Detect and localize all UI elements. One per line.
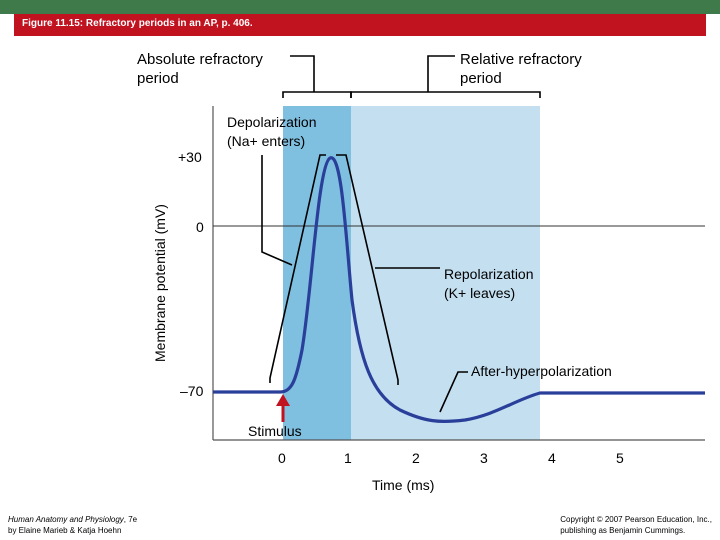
stimulus-arrow-head — [276, 394, 290, 406]
y-tick-zero: 0 — [196, 219, 204, 235]
y-tick-minus70: –70 — [180, 383, 204, 399]
y-tick-plus30: +30 — [178, 149, 202, 165]
y-axis-label: Membrane potential (mV) — [152, 204, 168, 362]
after-hyperpolarization-label: After-hyperpolarization — [471, 363, 612, 379]
absolute-period-bracket — [290, 55, 315, 62]
footer-left-line1: Human Anatomy and Physiology, 7e — [8, 514, 137, 525]
x-tick-5: 5 — [616, 450, 624, 466]
absolute-period-bracket-tick — [282, 91, 352, 98]
x-tick-3: 3 — [480, 450, 488, 466]
absolute-label-line1: Absolute refractory — [137, 51, 263, 68]
stimulus-label: Stimulus — [248, 423, 302, 439]
depolarization-line2: (Na+ enters) — [227, 133, 306, 149]
repolarization-line2: (K+ leaves) — [444, 285, 516, 301]
relative-period-bracket — [350, 91, 541, 98]
book-title: Human Anatomy and Physiology — [8, 515, 124, 524]
absolute-refractory-label: Absolute refractory period — [137, 50, 263, 88]
copyright-line1: Copyright © 2007 Pearson Education, Inc.… — [560, 515, 712, 524]
x-axis-label: Time (ms) — [372, 477, 435, 493]
relative-refractory-label: Relative refractory period — [460, 50, 582, 88]
depolarization-bracket — [269, 154, 326, 383]
repolarization-bracket — [336, 154, 399, 385]
figure-title: Figure 11.15: Refractory periods in an A… — [22, 18, 253, 29]
top-color-strip — [0, 0, 720, 14]
depolarization-pointer — [261, 155, 293, 266]
book-edition: , 7e — [123, 515, 138, 524]
x-tick-1: 1 — [344, 450, 352, 466]
repolarization-label: Repolarization (K+ leaves) — [444, 265, 534, 303]
footer-copyright: Copyright © 2007 Pearson Education, Inc.… — [560, 514, 712, 536]
x-tick-2: 2 — [412, 450, 420, 466]
depolarization-label: Depolarization (Na+ enters) — [227, 113, 317, 151]
title-bar — [14, 14, 706, 36]
repolarization-line1: Repolarization — [444, 266, 534, 282]
relative-label-line2: period — [460, 70, 502, 87]
x-tick-0: 0 — [278, 450, 286, 466]
relative-period-connector — [427, 55, 455, 92]
depolarization-line1: Depolarization — [227, 114, 317, 130]
x-tick-4: 4 — [548, 450, 556, 466]
action-potential-curve — [213, 156, 705, 424]
footer-credit: Human Anatomy and Physiology, 7e by Elai… — [8, 514, 137, 536]
copyright-line2: publishing as Benjamin Cummings. — [560, 526, 686, 535]
footer-authors: by Elaine Marieb & Katja Hoehn — [8, 526, 122, 535]
relative-label-line1: Relative refractory — [460, 51, 582, 68]
after-hyperpolarization-pointer — [439, 371, 468, 413]
absolute-label-line2: period — [137, 70, 179, 87]
